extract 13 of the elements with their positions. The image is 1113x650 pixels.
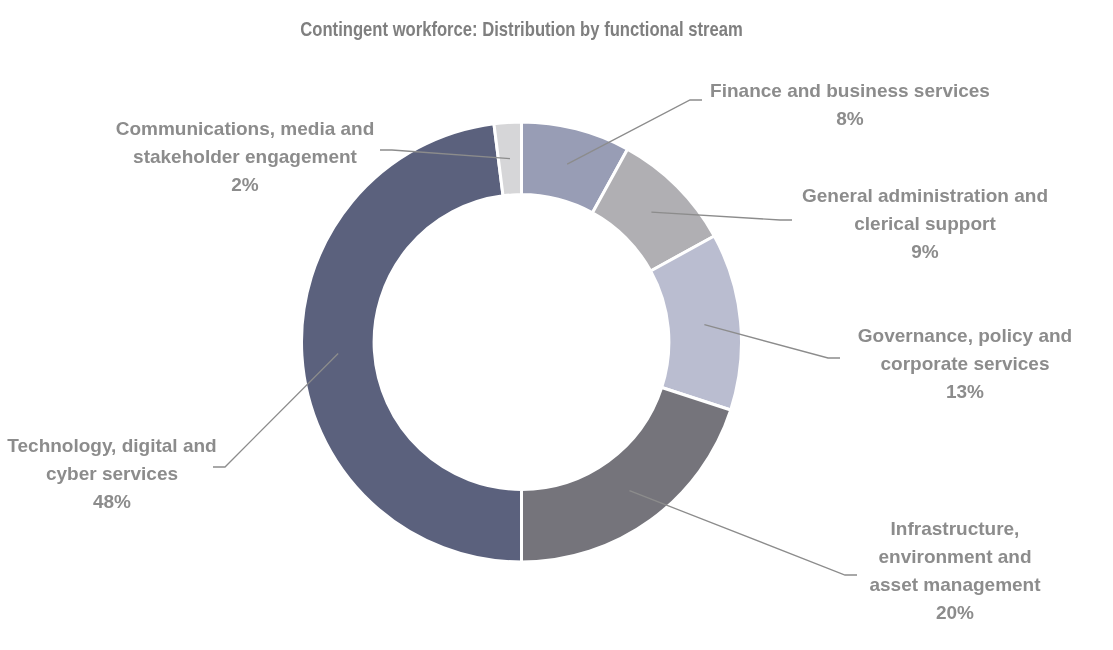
data-label: 20% [935,602,975,624]
slice-label: General administration and clerical support [802,185,1048,235]
slice-label: Technology, digital and cyber services [7,435,217,485]
data-label: 8% [836,108,864,130]
data-label: 48% [92,491,132,513]
data-label: 9% [911,241,939,263]
slice-label: Infrastructure, environment and asset management [869,518,1042,596]
slice-label: Communications, media and stakeholder engagement [115,118,375,168]
data-label: 13% [945,381,985,403]
data-label: 2% [231,174,259,196]
chart-title: Contingent workforce: Distribution by functional stream [300,17,743,40]
slice-label: Finance and business services [710,80,990,102]
slice-label: Governance, policy and corporate services [857,325,1073,375]
